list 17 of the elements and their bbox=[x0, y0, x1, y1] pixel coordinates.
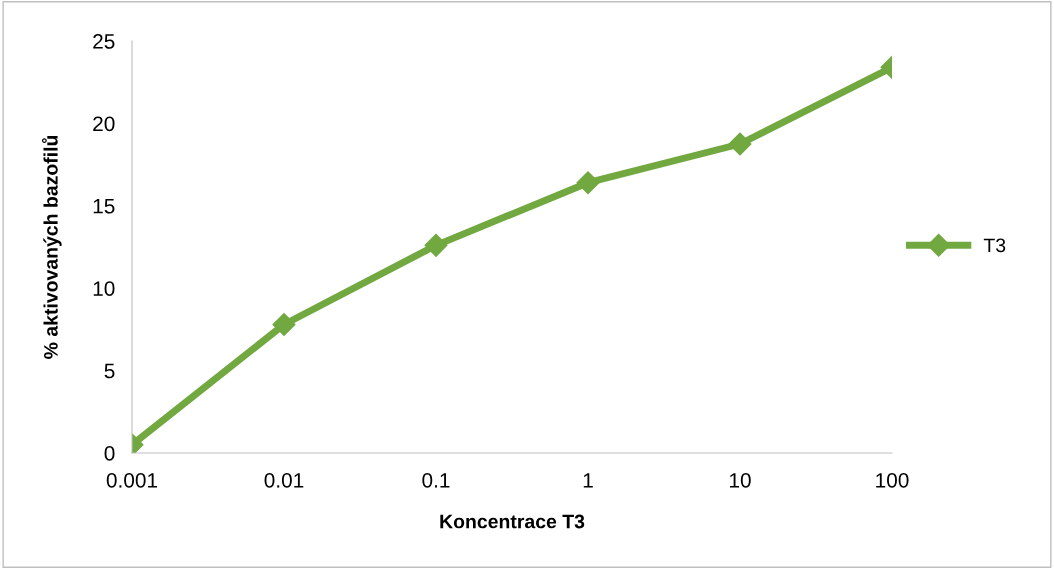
x-tick-label: 0.1 bbox=[422, 472, 450, 488]
point bbox=[576, 171, 600, 195]
y-tick-label: 5 bbox=[104, 363, 115, 379]
y-axis-title: % aktivovaných bazofilů bbox=[41, 135, 62, 359]
y-tick-label: 15 bbox=[93, 199, 115, 214]
legend-label: T3 bbox=[983, 238, 1006, 253]
x-tick-label: 10 bbox=[730, 472, 751, 488]
x-tick-label: 0.01 bbox=[264, 472, 304, 488]
y-tick-label: 10 bbox=[93, 281, 115, 296]
x-tick-label: 0.001 bbox=[106, 472, 158, 488]
x-tick-label: 1 bbox=[583, 473, 593, 488]
x-tick-label: 100 bbox=[876, 472, 909, 488]
point bbox=[424, 233, 448, 257]
y-tick-label: 20 bbox=[93, 116, 115, 132]
y-tick-label: 25 bbox=[93, 34, 115, 49]
y-tick-label: 0 bbox=[104, 446, 115, 461]
x-axis-title: Koncentrace T3 bbox=[440, 514, 585, 529]
